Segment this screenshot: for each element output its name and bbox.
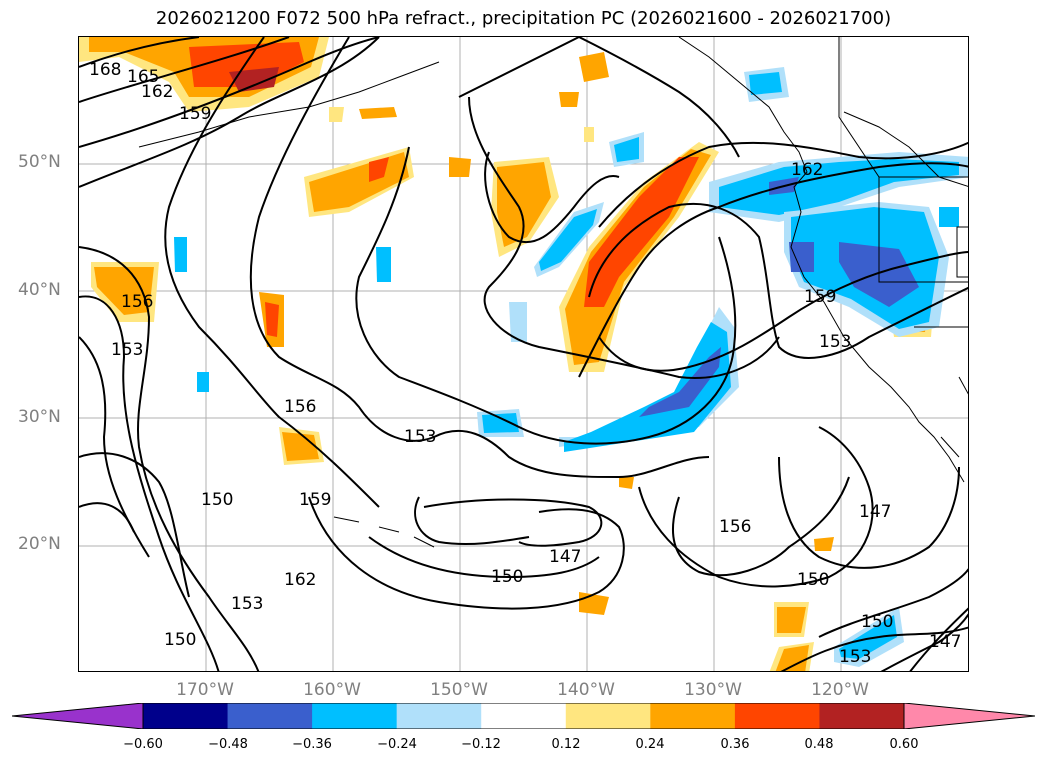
lon-label-150w: 150°W [430, 680, 488, 700]
contour-label: 147 [929, 632, 961, 652]
political-borders [838, 37, 968, 328]
contour-label: 159 [804, 287, 836, 307]
contour-label: 150 [797, 570, 829, 590]
contour-label: 162 [284, 570, 316, 590]
colorbar-extend-max [904, 703, 1035, 729]
contour-label: 168 [89, 60, 121, 80]
colorbar-frame [142, 703, 905, 729]
colorbar-tick: 0.60 [889, 737, 919, 752]
contour-label: 147 [859, 502, 891, 522]
contour-label: 153 [404, 427, 436, 447]
contour-label: 162 [141, 82, 173, 102]
contour-label: 156 [121, 292, 153, 312]
contour-label: 150 [201, 490, 233, 510]
colorbar-swatch [396, 703, 482, 729]
colorbar-tick: −0.48 [208, 737, 248, 752]
colorbar-tick: 0.24 [635, 737, 665, 752]
contour-label: 153 [111, 340, 143, 360]
contour-label: 156 [284, 397, 316, 417]
contour-label: 159 [299, 490, 331, 510]
lon-label-130w: 130°W [684, 680, 742, 700]
contour-label: 150 [491, 567, 523, 587]
colorbar-swatch [312, 703, 398, 729]
map-canvas: 168 165 162 159 156 153 156 153 159 150 … [79, 37, 968, 671]
colorbar-tick: 0.12 [551, 737, 581, 752]
lon-label-120w: 120°W [811, 680, 869, 700]
contour-label: 153 [231, 594, 263, 614]
colorbar-tick: −0.36 [292, 737, 332, 752]
figure-title: 2026021200 F072 500 hPa refract., precip… [155, 8, 892, 29]
lat-label-50n: 50°N [18, 152, 61, 172]
lat-label-30n: 30°N [18, 407, 61, 427]
colorbar-swatch [565, 703, 651, 729]
colorbar-swatch [143, 703, 229, 729]
lon-label-140w: 140°W [557, 680, 615, 700]
contour-label: 156 [719, 517, 751, 537]
contour-label: 150 [164, 630, 196, 650]
colorbar-segments [12, 703, 1035, 729]
contour-label: 150 [861, 612, 893, 632]
colorbar-tick: −0.12 [461, 737, 501, 752]
contour-label: 153 [839, 647, 871, 667]
colorbar-tick: 0.36 [720, 737, 750, 752]
contour-label: 159 [179, 104, 211, 124]
map-panel: 168 165 162 159 156 153 156 153 159 150 … [78, 36, 969, 672]
contour-label: 147 [549, 547, 581, 567]
colorbar-tick: −0.24 [377, 737, 417, 752]
lat-label-40n: 40°N [18, 280, 61, 300]
colorbar-tick: −0.60 [123, 737, 163, 752]
contour-label: 162 [791, 160, 823, 180]
colorbar-tick: 0.48 [804, 737, 834, 752]
lon-label-170w: 170°W [176, 680, 234, 700]
colorbar [12, 703, 1035, 729]
contour-labels: 168 165 162 159 156 153 156 153 159 150 … [89, 60, 961, 667]
colorbar-extend-min [12, 703, 143, 729]
lat-label-20n: 20°N [18, 534, 61, 554]
colorbar-swatch [481, 703, 567, 729]
colorbar-swatch [227, 703, 313, 729]
refractivity-contours [79, 37, 968, 671]
lon-label-160w: 160°W [303, 680, 361, 700]
colorbar-swatch [650, 703, 736, 729]
contour-label: 165 [127, 67, 159, 87]
contour-label: 153 [819, 332, 851, 352]
colorbar-swatch [819, 703, 905, 729]
colorbar-swatch [734, 703, 820, 729]
